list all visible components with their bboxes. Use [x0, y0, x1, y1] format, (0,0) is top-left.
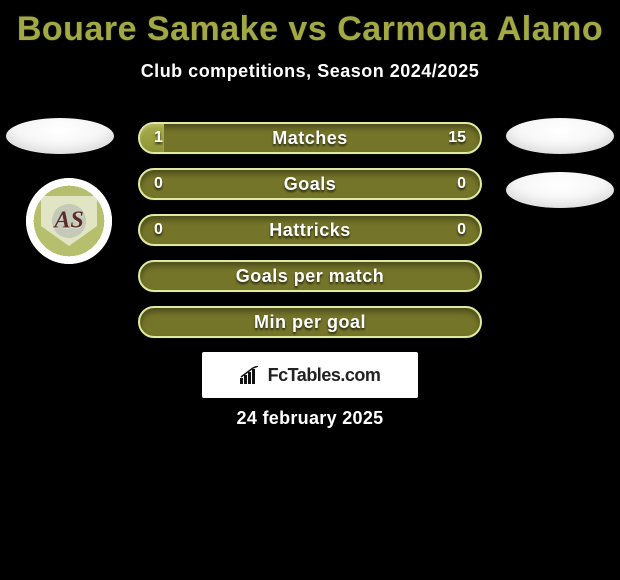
barchart-icon [240, 366, 262, 384]
stat-left-value: 1 [154, 129, 163, 147]
stat-left-value: 0 [154, 175, 163, 193]
stat-right-value: 0 [457, 221, 466, 239]
stat-bar-hattricks: 0 Hattricks 0 [138, 214, 482, 246]
player-left-avatar-placeholder [6, 118, 114, 154]
stat-label: Hattricks [269, 220, 351, 241]
stat-label: Matches [272, 128, 348, 149]
stat-right-value: 0 [457, 175, 466, 193]
player-right-avatar-placeholder [506, 118, 614, 154]
stat-bar-goals: 0 Goals 0 [138, 168, 482, 200]
attribution-badge: FcTables.com [202, 352, 418, 398]
stat-bar-goals-per-match: Goals per match [138, 260, 482, 292]
stat-label: Min per goal [254, 312, 366, 333]
page-subtitle: Club competitions, Season 2024/2025 [0, 61, 620, 82]
page-title: Bouare Samake vs Carmona Alamo [0, 0, 620, 55]
stat-right-value: 15 [448, 129, 466, 147]
stat-bar-min-per-goal: Min per goal [138, 306, 482, 338]
player-left-club-badge [26, 178, 112, 264]
attribution-text: FcTables.com [268, 365, 381, 386]
stat-bar-matches: 1 Matches 15 [138, 122, 482, 154]
snapshot-date: 24 february 2025 [0, 408, 620, 429]
player-right-club-placeholder [506, 172, 614, 208]
stat-label: Goals per match [236, 266, 385, 287]
stat-label: Goals [284, 174, 337, 195]
stat-left-value: 0 [154, 221, 163, 239]
stat-bars: 1 Matches 15 0 Goals 0 0 Hattricks 0 Goa… [138, 122, 482, 352]
